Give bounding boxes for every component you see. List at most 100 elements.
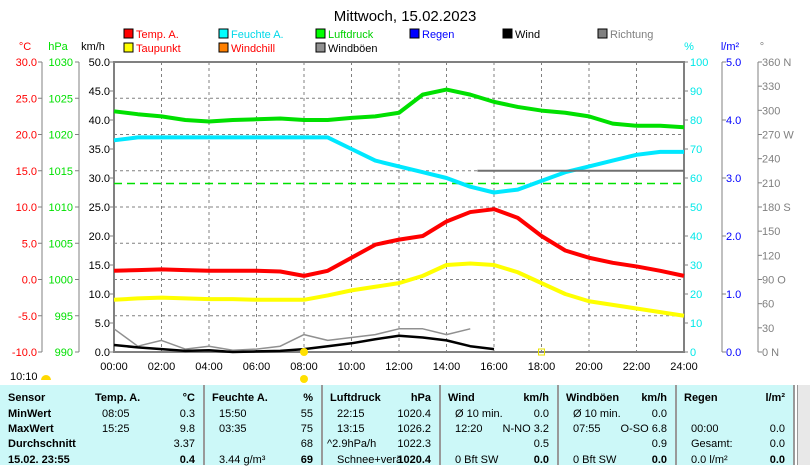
direction-tick-label: 30 [762, 323, 774, 335]
table-cell: Gesamt: [691, 438, 733, 450]
wind-tick-label: 25.0 [89, 202, 110, 214]
wind-tick-label: 15.0 [89, 260, 110, 272]
x-tick-label: 06:00 [243, 361, 271, 373]
table-cell: 0.0 [770, 438, 785, 450]
current-time: 10:10 [10, 371, 51, 383]
table-cell: 1020.4 [397, 408, 431, 420]
humidity-tick-label: 60 [690, 173, 702, 185]
rain-tick-label: 5.0 [726, 57, 741, 69]
legend-item: Windchill [231, 43, 275, 55]
legend-swatch [598, 29, 607, 38]
table-cell: MinWert [8, 408, 51, 420]
humidity-tick-label: 90 [690, 86, 702, 98]
table-cell: Sensor [8, 392, 45, 404]
legend-swatch [124, 43, 133, 52]
table-cell: 0.0 l/m² [691, 454, 728, 466]
direction-tick-label: 90 O [762, 275, 786, 287]
table-cell: 0.0 [770, 454, 785, 466]
legend-swatch [219, 43, 228, 52]
pressure-tick-label: 995 [55, 311, 73, 323]
legend-item: Wind [515, 29, 540, 41]
temp-tick-label: -10.0 [12, 347, 37, 359]
table-cell: MaxWert [8, 423, 54, 435]
direction-tick-label: 330 [762, 81, 780, 93]
wind-tick-label: 5.0 [95, 318, 110, 330]
legend-swatch [316, 43, 325, 52]
humidity-tick-label: 70 [690, 144, 702, 156]
table-cell: Feuchte A. [212, 392, 268, 404]
humidity-tick-label: 100 [690, 57, 708, 69]
rain-tick-label: 0.0 [726, 347, 741, 359]
table-cell: 0.5 [534, 438, 549, 450]
table-cell: 03:35 [219, 423, 247, 435]
x-tick-label: 02:00 [148, 361, 176, 373]
rain-tick-label: 4.0 [726, 115, 741, 127]
pressure-axis-unit: hPa [48, 41, 68, 53]
humidity-tick-label: 50 [690, 202, 702, 214]
pressure-tick-label: 1020 [49, 130, 73, 142]
table-cell: 0.3 [180, 408, 195, 420]
cloud-sun-icon [41, 375, 51, 380]
pressure-tick-label: 1000 [49, 275, 73, 287]
x-tick-label: 08:00 [290, 361, 318, 373]
temp-tick-label: -5.0 [18, 311, 37, 323]
table-cell: 75 [301, 423, 313, 435]
x-tick-label: 22:00 [623, 361, 651, 373]
table-cell: °C [183, 392, 195, 404]
direction-tick-label: 150 [762, 226, 780, 238]
legend-item: Taupunkt [136, 43, 181, 55]
table-cell: 1020.4 [397, 454, 431, 466]
table-cell: 0 Bft SW [455, 454, 498, 466]
x-tick-label: 24:00 [670, 361, 698, 373]
scrollbar[interactable] [797, 385, 810, 465]
table-cell: 13:15 [337, 423, 365, 435]
pressure-tick-label: 1030 [49, 57, 73, 69]
direction-tick-label: 210 [762, 178, 780, 190]
humidity-tick-label: 30 [690, 260, 702, 272]
legend-item: Temp. A. [136, 29, 179, 41]
table-cell: Durchschnitt [8, 438, 76, 450]
table-cell: 3.37 [174, 438, 195, 450]
table-cell: 69 [301, 454, 313, 466]
legend-swatch [124, 29, 133, 38]
table-cell: 0.0 [534, 454, 549, 466]
table-cell: 1022.3 [397, 438, 431, 450]
temp-tick-label: 10.0 [16, 202, 37, 214]
temp-tick-label: 0.0 [22, 275, 37, 287]
chart-title: Mittwoch, 15.02.2023 [334, 8, 477, 25]
table-cell: 9.8 [180, 423, 195, 435]
temp-tick-label: 15.0 [16, 166, 37, 178]
table-cell: km/h [523, 392, 549, 404]
x-tick-label: 18:00 [528, 361, 556, 373]
table-cell: 07:55 [573, 423, 601, 435]
legend-item: Regen [422, 29, 454, 41]
wind-tick-label: 35.0 [89, 144, 110, 156]
table-cell: Schnee+verä [337, 454, 402, 466]
wind-tick-label: 0.0 [95, 347, 110, 359]
sunrise-icon [300, 348, 308, 356]
direction-tick-label: 60 [762, 299, 774, 311]
pressure-tick-label: 990 [55, 347, 73, 359]
legend-swatch [503, 29, 512, 38]
direction-tick-label: 180 S [762, 202, 791, 214]
table-cell: 0.0 [652, 454, 667, 466]
temp-tick-label: 25.0 [16, 93, 37, 105]
rain-tick-label: 1.0 [726, 289, 741, 301]
direction-tick-label: 0 N [762, 347, 779, 359]
direction-tick-label: 270 W [762, 130, 794, 142]
table-cell: 0.4 [180, 454, 195, 466]
table-cell: 0.0 [770, 423, 785, 435]
legend-swatch [316, 29, 325, 38]
table-cell: 15:50 [219, 408, 247, 420]
table-cell: Windböen [566, 392, 619, 404]
temp-tick-label: 30.0 [16, 57, 37, 69]
humidity-tick-label: 0 [690, 347, 696, 359]
pressure-tick-label: 1010 [49, 202, 73, 214]
wind-tick-label: 20.0 [89, 231, 110, 243]
